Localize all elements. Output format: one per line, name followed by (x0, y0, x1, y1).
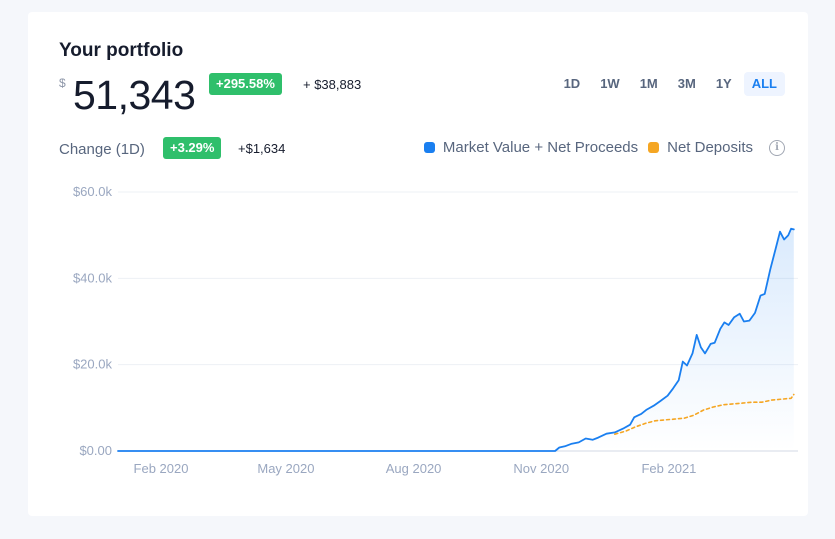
y-tick-label-2: $40.0k (73, 270, 113, 285)
x-tick-label-4: Feb 2021 (641, 461, 696, 476)
time-range-selector: 1D 1W 1M 3M 1Y ALL (556, 72, 785, 96)
range-1w-button[interactable]: 1W (600, 76, 620, 91)
y-tick-label-3: $60.0k (73, 184, 113, 199)
series-line-0 (117, 227, 795, 452)
x-tick-label-1: May 2020 (257, 461, 314, 476)
change-label: Change (1D) (59, 141, 145, 158)
day-change-amount: +$1,634 (238, 141, 286, 156)
series-line-1 (614, 393, 795, 435)
portfolio-card: Your portfolio $ 51,343 +295.58% + $38,8… (28, 12, 808, 516)
legend-swatch-market-value (423, 142, 435, 153)
x-tick-label-0: Feb 2020 (134, 461, 189, 476)
x-axis-labels: Feb 2020 May 2020 Aug 2020 Nov 2020 Feb 2021 (134, 461, 697, 476)
legend-label-net-deposits: Net Deposits (667, 139, 753, 156)
range-1y-button[interactable]: 1Y (715, 76, 732, 91)
currency-symbol: $ (59, 76, 66, 90)
total-change-amount: + $38,883 (303, 77, 362, 92)
y-tick-label-1: $20.0k (73, 357, 113, 372)
page-title: Your portfolio (59, 40, 184, 61)
day-change-pct-badge: +3.29% (163, 137, 222, 159)
range-3m-button[interactable]: 3M (677, 76, 696, 91)
series-area-0 (118, 228, 794, 451)
legend-swatch-net-deposits (648, 142, 660, 153)
range-all-button[interactable]: ALL (743, 72, 785, 96)
total-change-pct-badge: +295.58% (209, 73, 282, 95)
x-tick-label-3: Nov 2020 (513, 461, 569, 476)
chart-legend: Market Value + Net Proceeds Net Deposits… (423, 139, 785, 156)
portfolio-value: 51,343 (73, 72, 196, 118)
legend-label-market-value: Market Value + Net Proceeds (442, 139, 639, 156)
chart-series (117, 227, 795, 452)
x-tick-label-2: Aug 2020 (386, 461, 442, 476)
y-axis-labels: $0.00 $20.0k $40.0k $60.0k (73, 184, 113, 458)
y-tick-label-0: $0.00 (79, 443, 112, 458)
info-icon[interactable]: i (769, 139, 785, 156)
legend-item-market-value[interactable]: Market Value + Net Proceeds (423, 139, 639, 156)
range-1d-button[interactable]: 1D (563, 76, 581, 91)
range-1m-button[interactable]: 1M (639, 76, 658, 91)
legend-item-net-deposits[interactable]: Net Deposits (648, 139, 753, 156)
